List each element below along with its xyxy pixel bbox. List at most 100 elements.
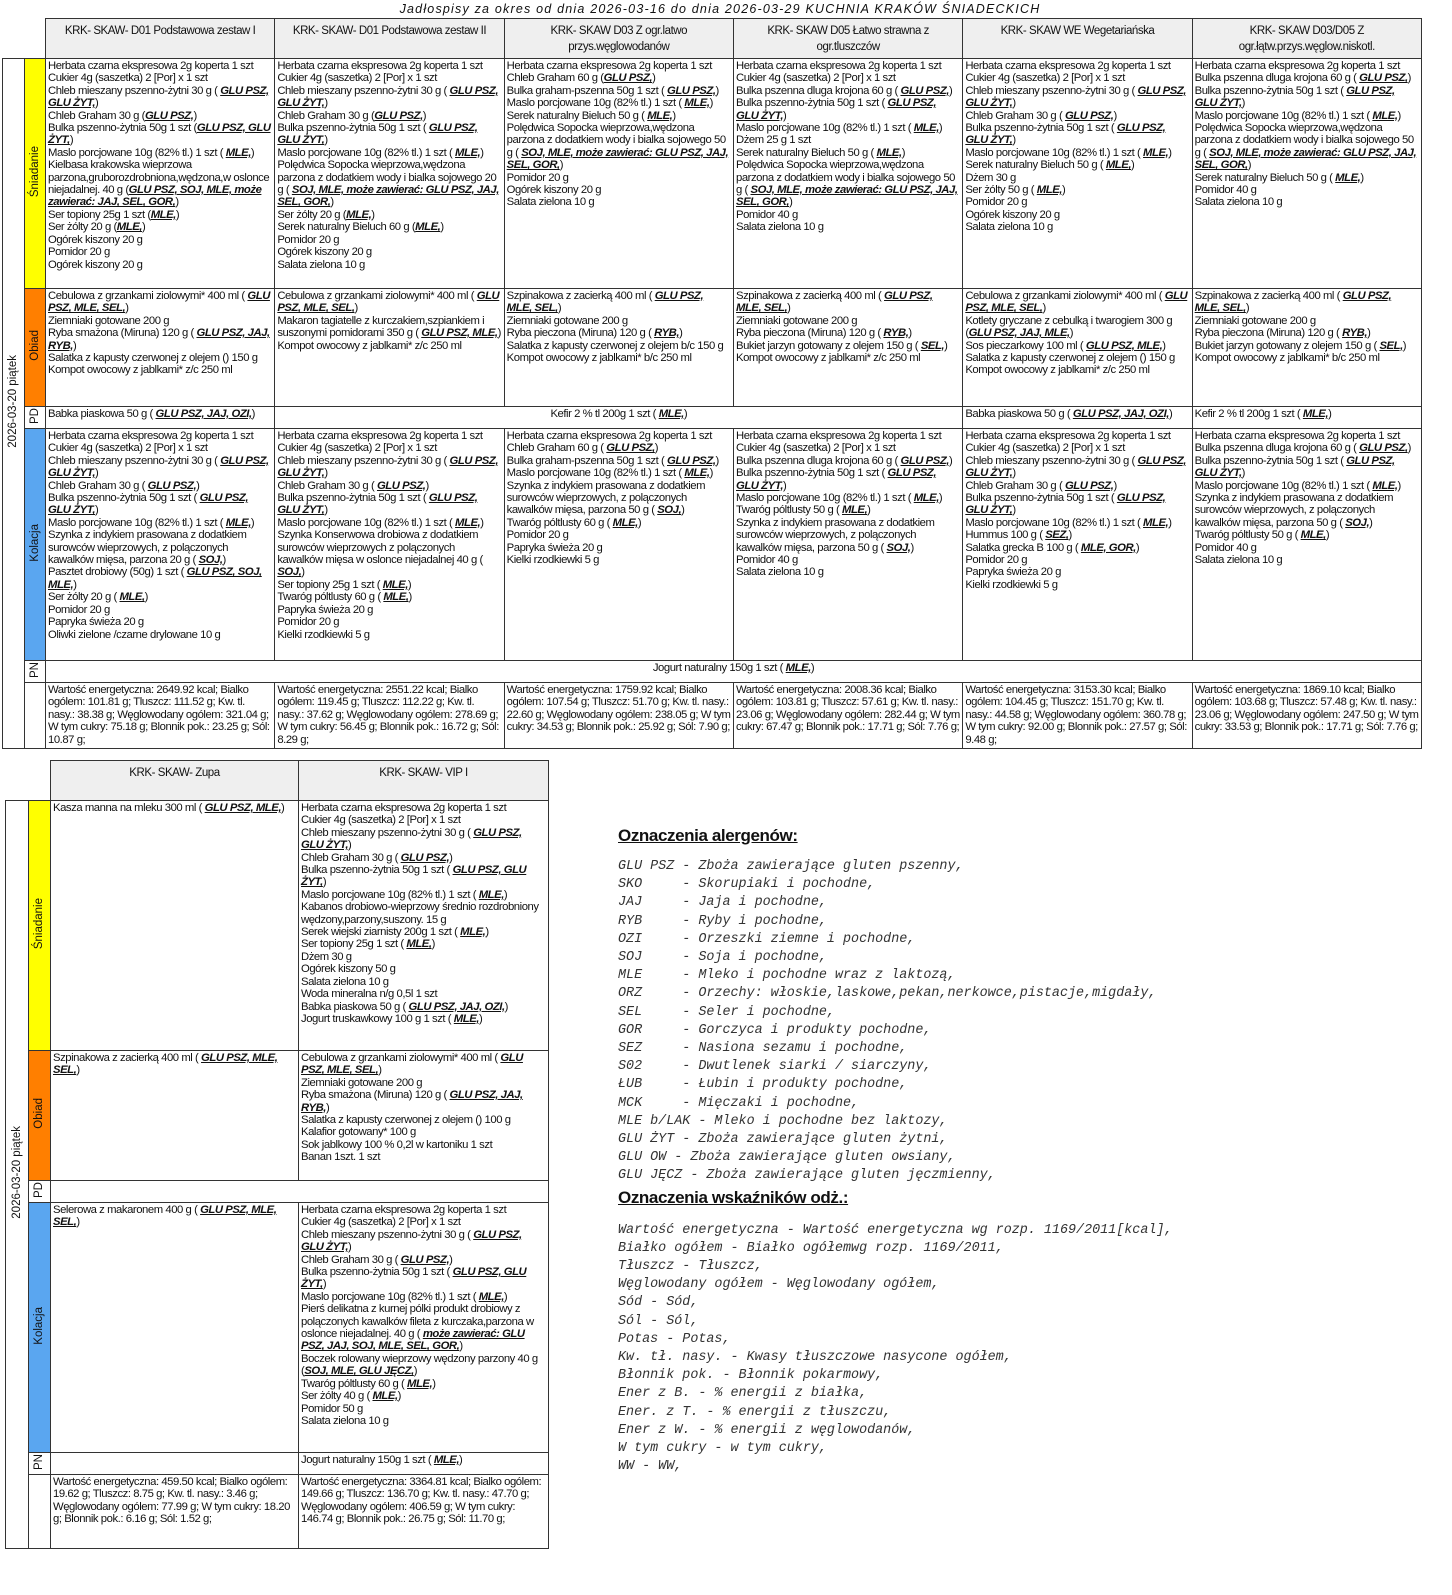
menu-item: Chleb mieszany pszenno-żytni 30 g ( GLU … xyxy=(277,84,499,110)
menu-item-name: Oliwki zielone /czarne drylowane 10 g xyxy=(48,628,221,641)
menu-item-name: Herbata czarna ekspresowa 2g koperta 1 s… xyxy=(301,1204,507,1216)
allergen-codes: SEL, xyxy=(1379,339,1403,352)
menu-item-name: Bulka pszenna dluga krojona 60 g ( xyxy=(1194,442,1360,455)
allergen-codes: MLE, xyxy=(225,516,252,529)
menu-item-name: Chleb Graham 30 g ( xyxy=(48,109,145,122)
menu-item-name: Hummus 100 g ( xyxy=(965,529,1046,542)
menu-item-name: Ser żólty 20 g ( xyxy=(48,221,117,234)
allergen-codes: GLU PSZ, JAJ, OZI, xyxy=(1072,408,1170,420)
indicator-legend-line: Tłuszcz - Tłuszcz, xyxy=(618,1259,763,1275)
allergen-codes: MLE, xyxy=(1036,184,1063,197)
menu-table-2: KRK- SKAW- Zupa KRK- SKAW- VIP I 2026-03… xyxy=(5,760,549,1549)
menu-item: Boczek rolowany wieprzowy wędzony parzon… xyxy=(301,1352,538,1378)
allergen-codes: MLE, xyxy=(684,97,710,110)
menu-item: Ryba pieczona (Miruna) 120 g ( RYB,) xyxy=(1194,327,1371,340)
allergen-codes: MLE, GOR, xyxy=(1080,541,1136,554)
menu-item-name: Ogórek kiszony 20 g xyxy=(48,258,143,271)
menu-item-name: Salata zielona 10 g xyxy=(1194,196,1283,209)
menu-item-name: Kasza manna na mleku 300 ml ( xyxy=(53,802,205,814)
meal-label-sniadanie: Śniadanie xyxy=(24,58,46,289)
menu-item: Cukier 4g (saszetka) 2 [Por] x 1 szt xyxy=(736,72,960,84)
menu-item-name: Ogórek kiszony 20 g xyxy=(48,233,143,246)
menu-item-name: Kielki rzodkiewki 5 g xyxy=(965,578,1058,591)
menu-item-name: Ziemniaki gotowane 200 g xyxy=(301,1076,423,1089)
allergen-legend-line: MCK - Mięczaki i pochodne, xyxy=(618,1095,860,1111)
allergen-codes: MLE, xyxy=(383,591,409,604)
meal-label-pd: PD xyxy=(28,1180,51,1203)
allergen-codes: MLE, xyxy=(406,938,432,951)
menu-item-name: Szpinakowa z zacierką 400 ml ( xyxy=(1194,290,1343,302)
indicator-legend-line: Wartość energetyczna - Wartość energetyc… xyxy=(618,1222,1173,1238)
allergen-codes: MLE, xyxy=(150,208,177,221)
allergen-codes: GLU PSZ, GLU ŻYT, xyxy=(301,1228,522,1254)
menu-item-name: Ryba smażona (Miruna) 120 g ( xyxy=(48,327,197,340)
allergen-codes: MLE, xyxy=(1372,479,1398,492)
menu-item-name: Chleb Graham 30 g ( xyxy=(277,479,377,492)
allergen-codes: MLE, xyxy=(1105,159,1132,172)
menu-item: Salata zielona 10 g xyxy=(277,259,501,271)
menu-item-name: Twaróg póltlusty 60 g ( xyxy=(301,1377,407,1390)
menu-item: Dżem 30 g xyxy=(965,172,1189,184)
menu-item: Chleb Graham 30 g ( GLU PSZ,) xyxy=(965,479,1117,492)
menu-item-name: Pomidor 20 g xyxy=(506,529,569,542)
menu-item-name: Maslo porcjowane 10g (82% tl.) 1 szt ( xyxy=(506,467,685,480)
allergen-legend-line: SEZ - Nasiona sezamu i pochodne, xyxy=(618,1041,908,1057)
menu-item: Salata zielona 10 g xyxy=(507,196,731,208)
allergen-legend-line: S02 - Dwutlenek siarki / siarczyny, xyxy=(618,1059,932,1075)
menu-item-name: Szynka z indykiem prasowana z dodatkiem … xyxy=(735,516,935,554)
allergen-codes: GLU PSZ, GLU ŻYT, xyxy=(277,454,499,480)
menu-item: Bukiet jarzyn gotowany z olejem 150 g ( … xyxy=(735,339,948,352)
allergen-codes: GLU PSZ, GLU ŻYT, xyxy=(1194,84,1396,110)
menu-item-name: Herbata czarna ekspresowa 2g koperta 1 s… xyxy=(48,430,254,442)
allergen-codes: GLU PSZ, MLE, xyxy=(204,802,282,814)
menu-item-name: Salata zielona 10 g xyxy=(735,221,824,234)
menu-item: Ziemniaki gotowane 200 g xyxy=(301,1077,546,1089)
menu-item: Chleb Graham 30 g ( GLU PSZ,) xyxy=(301,1253,453,1266)
menu-item-name: Pomidor 40 g xyxy=(735,208,798,221)
meal-cell: Herbata czarna ekspresowa 2g koperta 1 s… xyxy=(732,58,964,289)
menu-item-name: Pomidor 20 g xyxy=(48,246,110,259)
menu-item: Pasztet drobiowy (50g) 1 szt ( GLU PSZ, … xyxy=(48,566,262,591)
allergen-codes: GLU PSZ, xyxy=(376,479,426,492)
menu-item-name: Papryka świeża 20 g xyxy=(506,541,603,554)
meal-label-pn: PN xyxy=(28,1452,51,1475)
menu-table-1: KRK- SKAW- D01 Podstawowa zestaw I KRK- … xyxy=(2,18,1423,749)
menu-item-name: Cukier 4g (saszetka) 2 [Por] x 1 szt xyxy=(301,1216,461,1229)
menu-item-name: Polędwica Sopocka wieprzowa,wędzona parz… xyxy=(735,159,955,197)
allergen-legend-line: OZI - Orzeszki ziemne i pochodne, xyxy=(618,931,916,947)
meal-cell: Kefir 2 % tl 200g 1 szt ( MLE,) xyxy=(1191,406,1423,429)
menu-item: Dżem 25 g 1 szt xyxy=(736,134,960,146)
menu-item: Kompot owocowy z jablkami* z/c 250 ml xyxy=(736,352,960,364)
menu-item-name: Maslo porcjowane 10g (82% tl.) 1 szt ( xyxy=(965,516,1144,529)
menu-item-name: Cebulowa z grzankami ziolowymi* 400 ml ( xyxy=(301,1052,501,1064)
menu-item-name: Babka piaskowa 50 g ( xyxy=(965,408,1073,420)
menu-item: Serek naturalny Bieluch 50 g ( MLE,) xyxy=(735,146,906,159)
menu-item-name: Ser żólty 50 g ( xyxy=(965,184,1037,197)
nutrition-summary: Wartość energetyczna: 2649.92 kcal; Bial… xyxy=(44,682,276,749)
allergen-codes: MLE, xyxy=(647,109,673,122)
menu-item-name: Ser żólty 20 g ( xyxy=(277,208,347,221)
allergen-legend-line: JAJ - Jaja i pochodne, xyxy=(618,895,827,911)
indicator-legend-line: Białko ogółem - Białko ogółemwg rozp. 11… xyxy=(618,1240,1004,1256)
menu-item: Cukier 4g (saszetka) 2 [Por] x 1 szt xyxy=(48,442,272,454)
menu-item: Pomidor 20 g xyxy=(507,172,731,184)
menu-item-name: Maslo porcjowane 10g (82% tl.) 1 szt ( xyxy=(277,146,456,159)
nutrition-summary: Wartość energetyczna: 2008.36 kcal; Bial… xyxy=(732,682,964,749)
allergen-codes: MLE, xyxy=(913,492,940,505)
menu-item: Kompot owocowy z jablkami* b/c 250 ml xyxy=(1195,352,1419,364)
menu-item: Serek naturalny Bieluch 50 g ( MLE,) xyxy=(965,159,1135,172)
menu-item-name: Pierś delikatna z kurnej pólki produkt d… xyxy=(301,1303,534,1341)
menu-item-name: Chleb mieszany pszenno-żytni 30 g ( xyxy=(301,826,474,839)
menu-item: Kielbasa krakowska wieprzowa parzona,gru… xyxy=(48,159,270,209)
menu-item: Pomidor 40 g xyxy=(736,209,960,221)
allergen-codes: MLE, xyxy=(1143,516,1169,529)
menu-item: Chleb mieszany pszenno-żytni 30 g ( GLU … xyxy=(48,454,269,480)
indicators-legend-list: Wartość energetyczna - Wartość energetyc… xyxy=(618,1222,1172,1477)
menu-item-name: Szynka z indykiem prasowana z dodatkiem … xyxy=(48,529,247,567)
menu-item-name: Polędwica Sopocka wieprzowa,wędzona parz… xyxy=(277,159,497,197)
menu-item-name: Ser żólty 20 g ( xyxy=(48,591,120,604)
menu-item: Polędwica Sopocka wieprzowa,wędzona parz… xyxy=(506,122,729,172)
menu-item: Jogurt truskawkowy 100 g 1 szt ( MLE,) xyxy=(301,1012,483,1025)
allergen-codes: SOJ, xyxy=(198,554,223,567)
